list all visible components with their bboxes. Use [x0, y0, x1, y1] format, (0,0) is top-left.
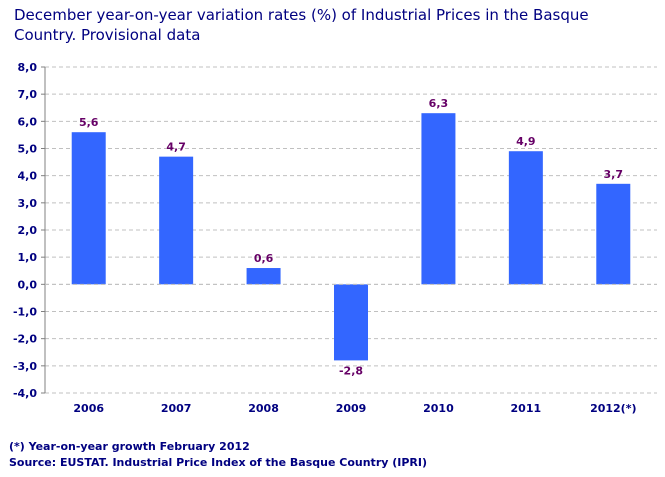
- x-tick-label: 2009: [336, 402, 367, 415]
- y-tick-label: 8,0: [18, 61, 38, 74]
- data-label: 5,6: [79, 116, 99, 129]
- x-tick-label: 2012(*): [590, 402, 636, 415]
- y-tick-label: 3,0: [18, 197, 38, 210]
- source-note: Source: EUSTAT. Industrial Price Index o…: [9, 456, 428, 469]
- y-tick-label: 7,0: [18, 88, 38, 101]
- x-tick-label: 2008: [248, 402, 279, 415]
- y-tick-label: -4,0: [13, 387, 37, 400]
- y-tick-label: 4,0: [18, 170, 38, 183]
- y-tick-label: -1,0: [13, 306, 37, 319]
- bar: [596, 183, 631, 285]
- bar: [508, 151, 543, 285]
- x-tick-label: 2011: [511, 402, 542, 415]
- data-label: 6,3: [429, 97, 449, 110]
- bar: [159, 156, 194, 285]
- bar: [334, 284, 368, 361]
- bar: [246, 268, 281, 285]
- x-tick-label: 2010: [423, 402, 454, 415]
- chart-title: December year-on-year variation rates (%…: [14, 6, 589, 44]
- y-tick-label: 1,0: [18, 251, 38, 264]
- y-tick-label: -3,0: [13, 360, 37, 373]
- y-tick-label: 0,0: [18, 278, 38, 291]
- y-tick-label: 2,0: [18, 224, 38, 237]
- data-label: 3,7: [604, 168, 624, 181]
- data-label: -2,8: [339, 364, 363, 377]
- bar: [71, 132, 106, 285]
- y-tick-label: 6,0: [18, 115, 38, 128]
- bar-chart: 8,0 7,0 6,0 5,0 4,0 3,0 2,0 1,0 0,0 -1,0 -2,0 -3,0 -…: [13, 61, 657, 415]
- x-tick-label: 2007: [161, 402, 192, 415]
- y-tick-label: 5,0: [18, 143, 38, 156]
- data-label: 0,6: [254, 252, 274, 265]
- y-tick-label: -2,0: [13, 333, 37, 346]
- footnote: (*) Year-on-year growth February 2012: [9, 440, 250, 453]
- data-label: 4,9: [516, 135, 536, 148]
- data-label: 4,7: [166, 141, 186, 154]
- bar: [421, 113, 456, 285]
- x-tick-label: 2006: [73, 402, 104, 415]
